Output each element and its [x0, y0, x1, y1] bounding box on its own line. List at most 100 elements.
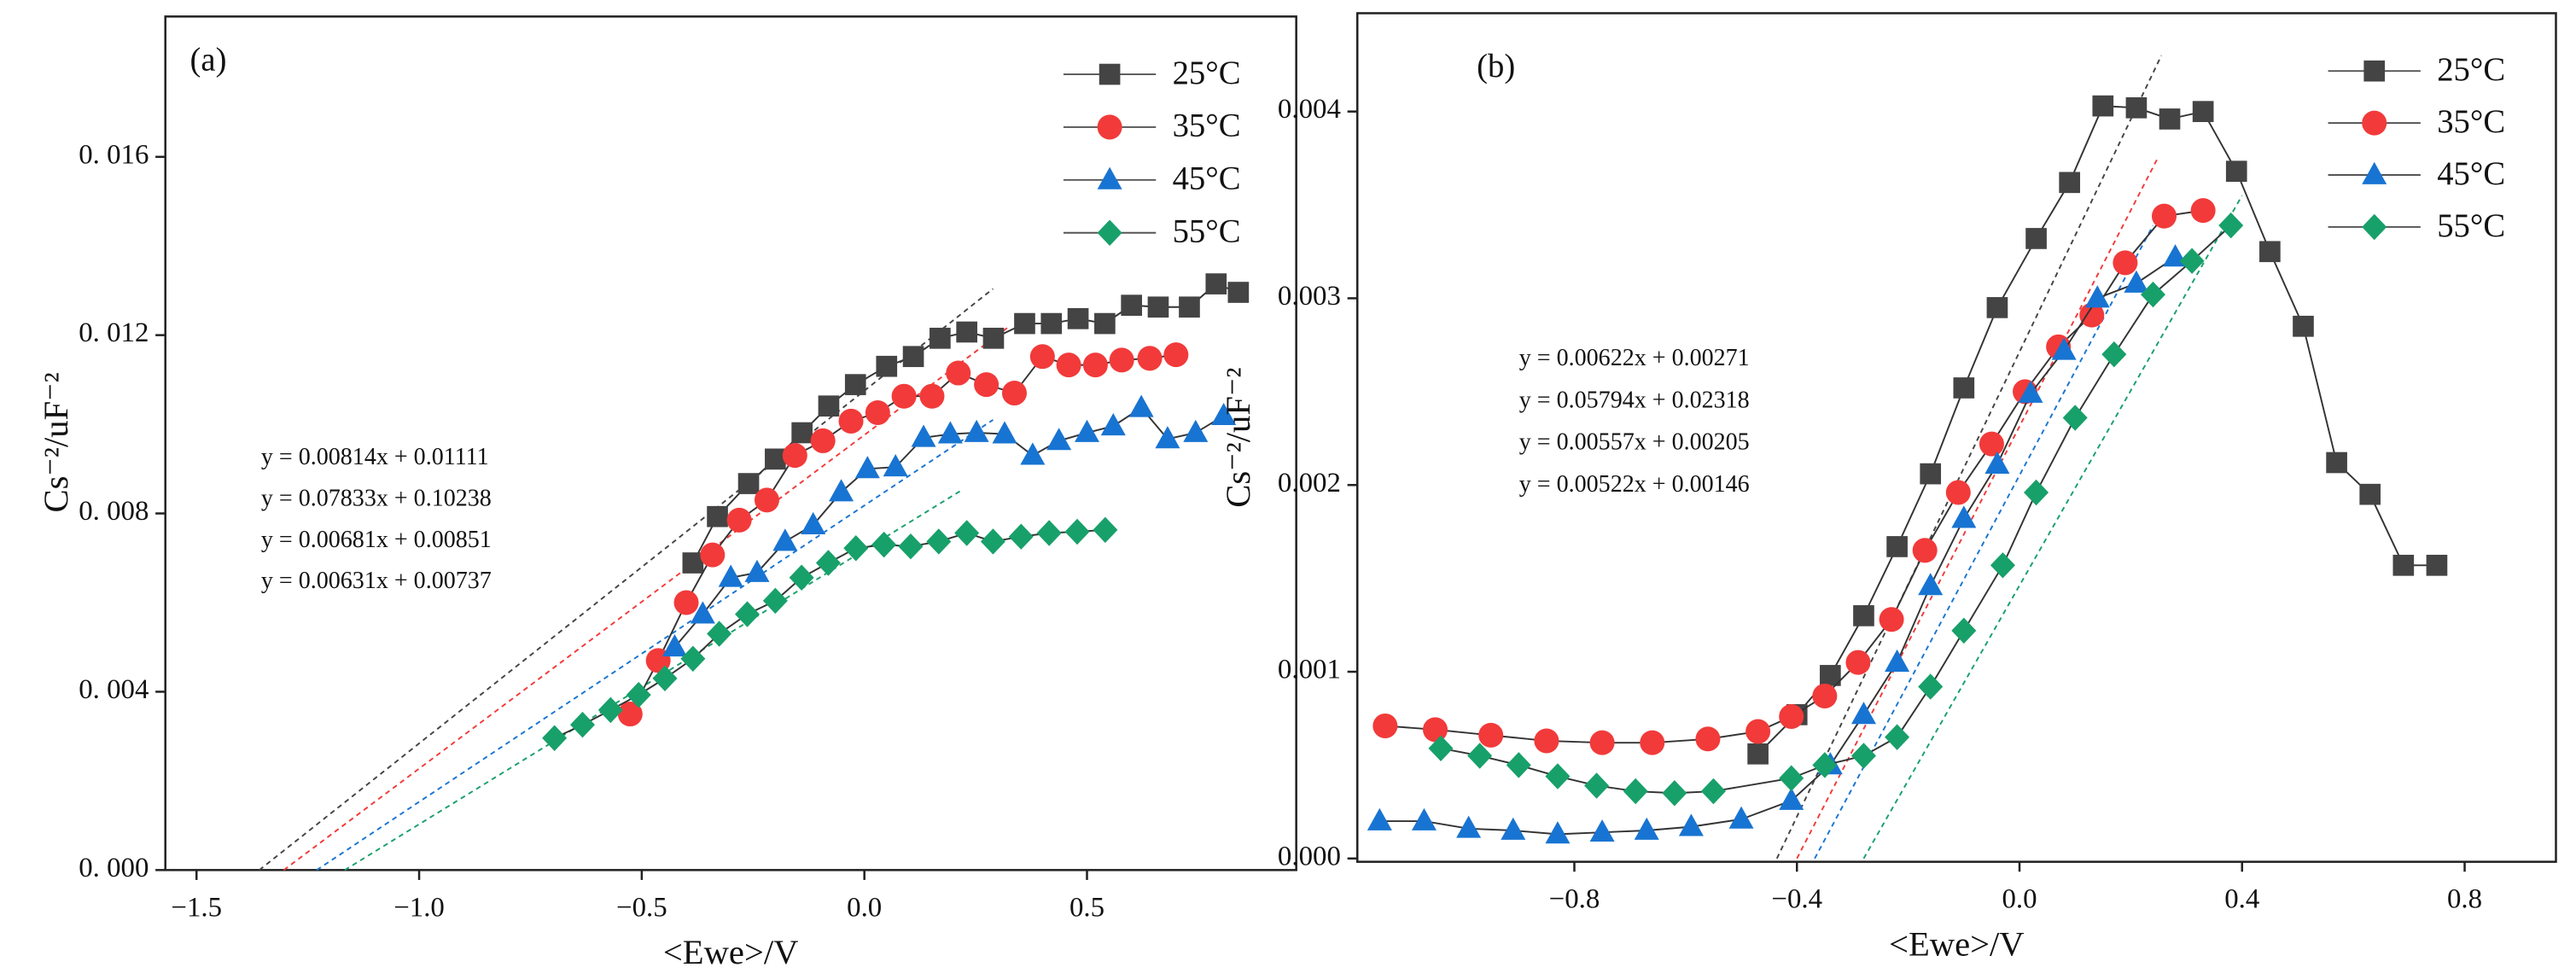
x-tick-label: −0.8 [1549, 884, 1600, 915]
data-point [661, 633, 687, 657]
data-point [1850, 743, 1876, 769]
data-point [871, 531, 897, 558]
data-point [734, 601, 761, 627]
data-point [930, 327, 951, 349]
data-point [1100, 412, 1126, 436]
plot-frame [164, 15, 1297, 871]
data-point [1534, 728, 1559, 754]
legend-marker [2363, 60, 2386, 82]
legend-marker [1097, 114, 1122, 140]
data-point [1121, 294, 1142, 316]
data-point [1506, 752, 1531, 778]
data-point [1067, 307, 1089, 329]
legend-marker [1099, 63, 1121, 85]
fit-line [1862, 195, 2243, 860]
data-point [1812, 683, 1838, 708]
data-point [1634, 817, 1659, 840]
data-point [1951, 617, 1977, 644]
data-point [2018, 380, 2043, 403]
legend-label: 35°C [2437, 104, 2505, 140]
series-line [1384, 209, 2204, 744]
data-point [1137, 346, 1163, 371]
y-tick-label: 0.003 [1278, 281, 1341, 312]
x-tick-label: 0.5 [1069, 892, 1104, 923]
data-point [829, 479, 854, 502]
data-point [2179, 248, 2205, 274]
y-axis-label: Cs⁻²/uF⁻² [37, 372, 75, 512]
data-point [1845, 650, 1871, 675]
data-point [1953, 377, 1975, 399]
data-point [1163, 342, 1189, 368]
data-point [1545, 763, 1571, 790]
data-point [1411, 807, 1437, 830]
data-point [1428, 735, 1454, 761]
data-point [843, 535, 869, 562]
x-tick-label: 0.0 [2002, 884, 2037, 915]
data-point [2124, 270, 2149, 293]
y-axis-label: Cs⁻²/uF⁻² [1219, 367, 1257, 507]
data-point [2190, 198, 2216, 224]
data-point [791, 422, 813, 444]
data-point [772, 528, 798, 551]
data-point [956, 321, 977, 343]
data-point [2293, 315, 2314, 337]
data-point [1885, 649, 1910, 672]
data-point [865, 400, 890, 426]
data-point [744, 559, 770, 582]
x-axis-label: <Ewe>/V [663, 933, 799, 971]
data-point [789, 564, 814, 591]
data-point [1853, 605, 1874, 626]
y-tick-label: 0.001 [1278, 655, 1341, 685]
data-point [1036, 520, 1062, 546]
data-point [1147, 296, 1169, 318]
x-axis-label: <Ewe>/V [1889, 925, 2025, 964]
data-point [1227, 282, 1250, 303]
data-point [1623, 778, 1648, 805]
data-point [801, 511, 826, 535]
data-point [1456, 815, 1482, 838]
data-point [937, 421, 963, 444]
data-point [1367, 807, 1392, 830]
data-point [700, 542, 726, 568]
data-point [1082, 353, 1108, 378]
y-tick-label: 0. 008 [79, 496, 149, 527]
data-point [2192, 101, 2214, 122]
data-point [844, 374, 866, 395]
x-tick-label: 0.8 [2447, 884, 2482, 915]
x-tick-label: −0.4 [1771, 884, 1822, 915]
data-point [1920, 463, 1942, 485]
data-point [1545, 821, 1571, 844]
x-tick-label: 0.4 [2224, 884, 2259, 915]
legend-marker [2362, 213, 2387, 241]
data-point [673, 590, 699, 615]
data-point [1211, 402, 1237, 426]
data-point [1986, 297, 2008, 318]
equation: y = 0.00814x + 0.01111 [261, 444, 489, 470]
legend-marker [1097, 219, 1122, 246]
x-tick-label: −0.5 [616, 892, 667, 923]
legend-label: 55°C [1173, 214, 1241, 250]
legend-label: 55°C [2437, 208, 2505, 244]
data-point [1020, 442, 1046, 465]
data-point [2359, 483, 2381, 505]
data-point [726, 507, 752, 533]
data-point [992, 421, 1017, 444]
data-point [2151, 203, 2177, 229]
series-line [1440, 224, 2232, 795]
legend-label: 25°C [1173, 55, 1241, 91]
data-point [1945, 480, 1971, 505]
series-line [629, 353, 1176, 715]
data-point [1064, 518, 1090, 545]
data-point [1747, 743, 1769, 765]
y-tick-label: 0. 012 [79, 318, 149, 348]
data-point [964, 419, 989, 442]
data-point [1422, 717, 1448, 743]
data-point [1912, 538, 1938, 563]
data-point [1779, 765, 1804, 791]
data-point [2218, 212, 2244, 239]
data-point [1979, 431, 2004, 457]
data-point [1951, 505, 1977, 528]
y-tick-label: 0.000 [1278, 841, 1341, 871]
data-point [1640, 730, 1665, 755]
data-point [1700, 778, 1726, 805]
